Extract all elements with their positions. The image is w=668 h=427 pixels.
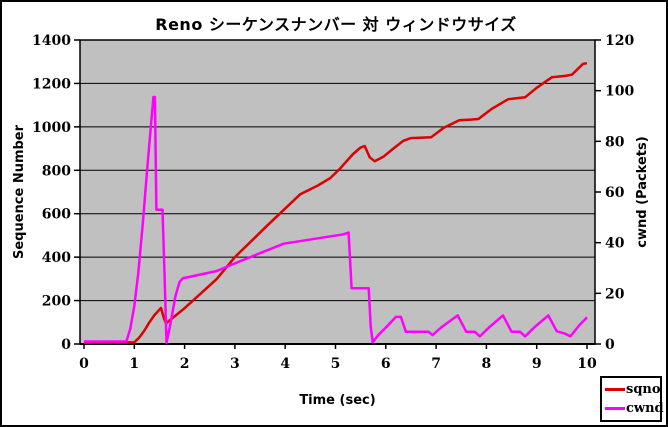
legend-item-cwnd: cwnd <box>605 402 664 415</box>
y-left-tick-label: 0 <box>61 337 71 353</box>
chart-title: Reno シーケンスナンバー 対 ウィンドウサイズ <box>155 15 517 34</box>
x-tick-label: 1 <box>129 356 139 372</box>
y-left-tick-label: 1400 <box>32 33 71 49</box>
y-axis-title-left: Sequence Number <box>12 124 27 260</box>
x-tick-label: 8 <box>482 356 492 372</box>
legend-label-sqno: sqno <box>626 382 661 397</box>
x-axis-title: Time (sec) <box>299 393 376 408</box>
x-tick-label: 9 <box>532 356 542 372</box>
y-right-tick-label: 40 <box>605 236 625 252</box>
series-cwnd-line <box>84 95 588 344</box>
y-left-tick-label: 1200 <box>32 76 71 92</box>
x-tick-label: 5 <box>331 356 341 372</box>
y-right-tick-label: 60 <box>605 185 625 201</box>
y-right-tick-label: 20 <box>605 286 625 302</box>
x-tick-label: 4 <box>280 356 290 372</box>
y-left-tick-label: 800 <box>42 163 71 179</box>
x-tick-label: 2 <box>180 356 190 372</box>
y-left-tick-label: 200 <box>42 294 71 310</box>
y-left-tick-label: 1000 <box>32 120 71 136</box>
legend-item-sqno: sqno <box>605 382 661 397</box>
x-tick-label: 7 <box>431 356 441 372</box>
x-tick-label: 10 <box>577 356 597 372</box>
legend-line-sqno <box>605 388 625 391</box>
x-tick-label: 0 <box>79 356 89 372</box>
y-right-tick-label: 0 <box>605 337 615 353</box>
x-tick-label: 3 <box>230 356 240 372</box>
y-left-tick-label: 600 <box>42 207 71 223</box>
y-right-tick-label: 80 <box>605 134 625 150</box>
legend-label-cwnd: cwnd <box>626 401 664 416</box>
legend-line-cwnd <box>605 407 625 410</box>
y-right-tick-label: 100 <box>605 84 634 100</box>
x-tick-label: 6 <box>381 356 391 372</box>
series-sqno-line <box>83 61 588 345</box>
legend: sqno cwnd <box>600 376 664 422</box>
y-right-tick-label: 120 <box>605 33 634 49</box>
y-left-tick-label: 400 <box>42 250 71 266</box>
y-axis-title-right: cwnd (Packets) <box>635 136 650 248</box>
